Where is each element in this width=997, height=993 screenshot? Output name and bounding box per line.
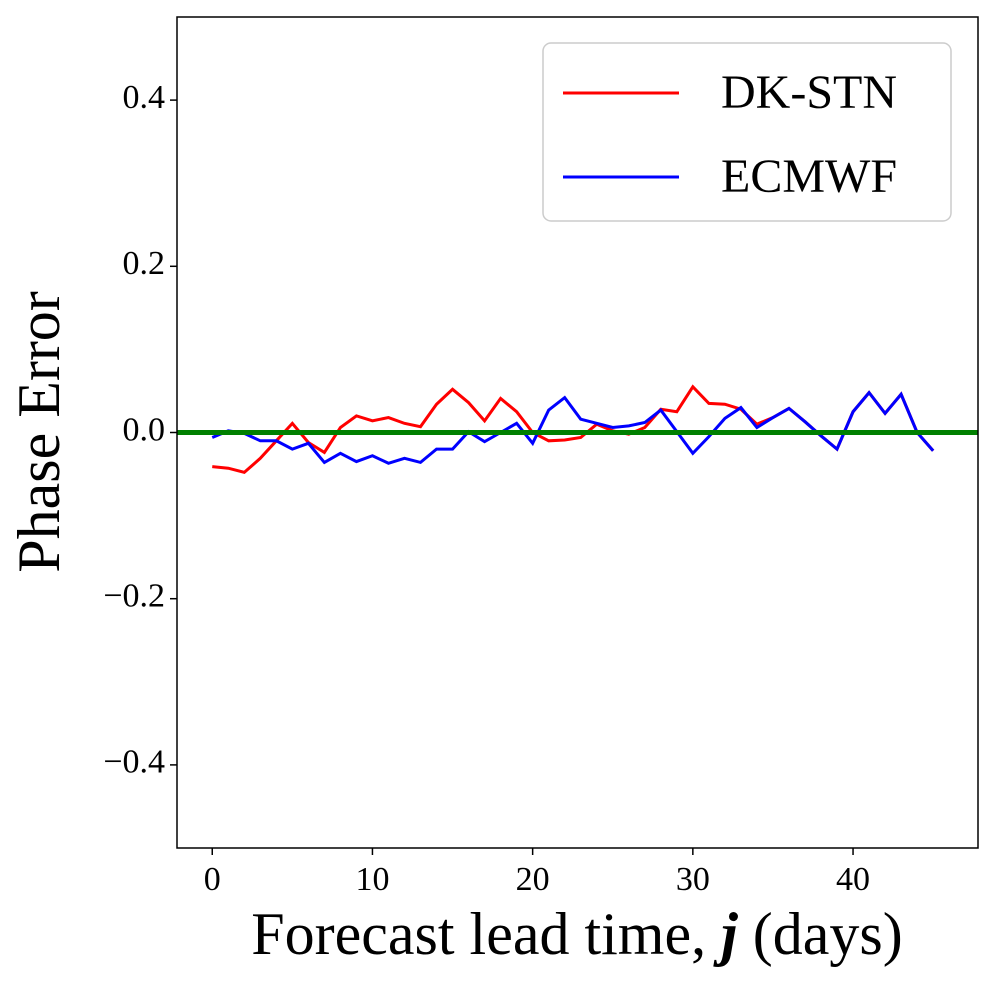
x-tick-label: 40 — [836, 861, 870, 898]
x-tick-label: 0 — [204, 861, 221, 898]
x-tick-label: 20 — [516, 861, 550, 898]
series-line — [211, 390, 935, 465]
y-tick-label: −0.4 — [103, 744, 165, 781]
y-tick-label: 0.4 — [123, 79, 166, 116]
x-label-part: Forecast lead time, — [251, 901, 721, 967]
x-label-part: (days) — [738, 901, 903, 967]
legend-label: ECMWF — [721, 150, 897, 203]
legend-label: DK-STN — [721, 66, 897, 119]
x-tick-label: 30 — [676, 861, 710, 898]
x-tick-label: 10 — [355, 861, 389, 898]
y-tick-label: −0.2 — [103, 577, 165, 614]
x-axis-label: Forecast lead time, j (days) — [251, 901, 902, 967]
y-axis-label: Phase Error — [6, 291, 72, 573]
y-tick-label: 0.0 — [123, 411, 166, 448]
y-tick-label: 0.2 — [123, 245, 166, 282]
plot-frame — [176, 16, 979, 849]
